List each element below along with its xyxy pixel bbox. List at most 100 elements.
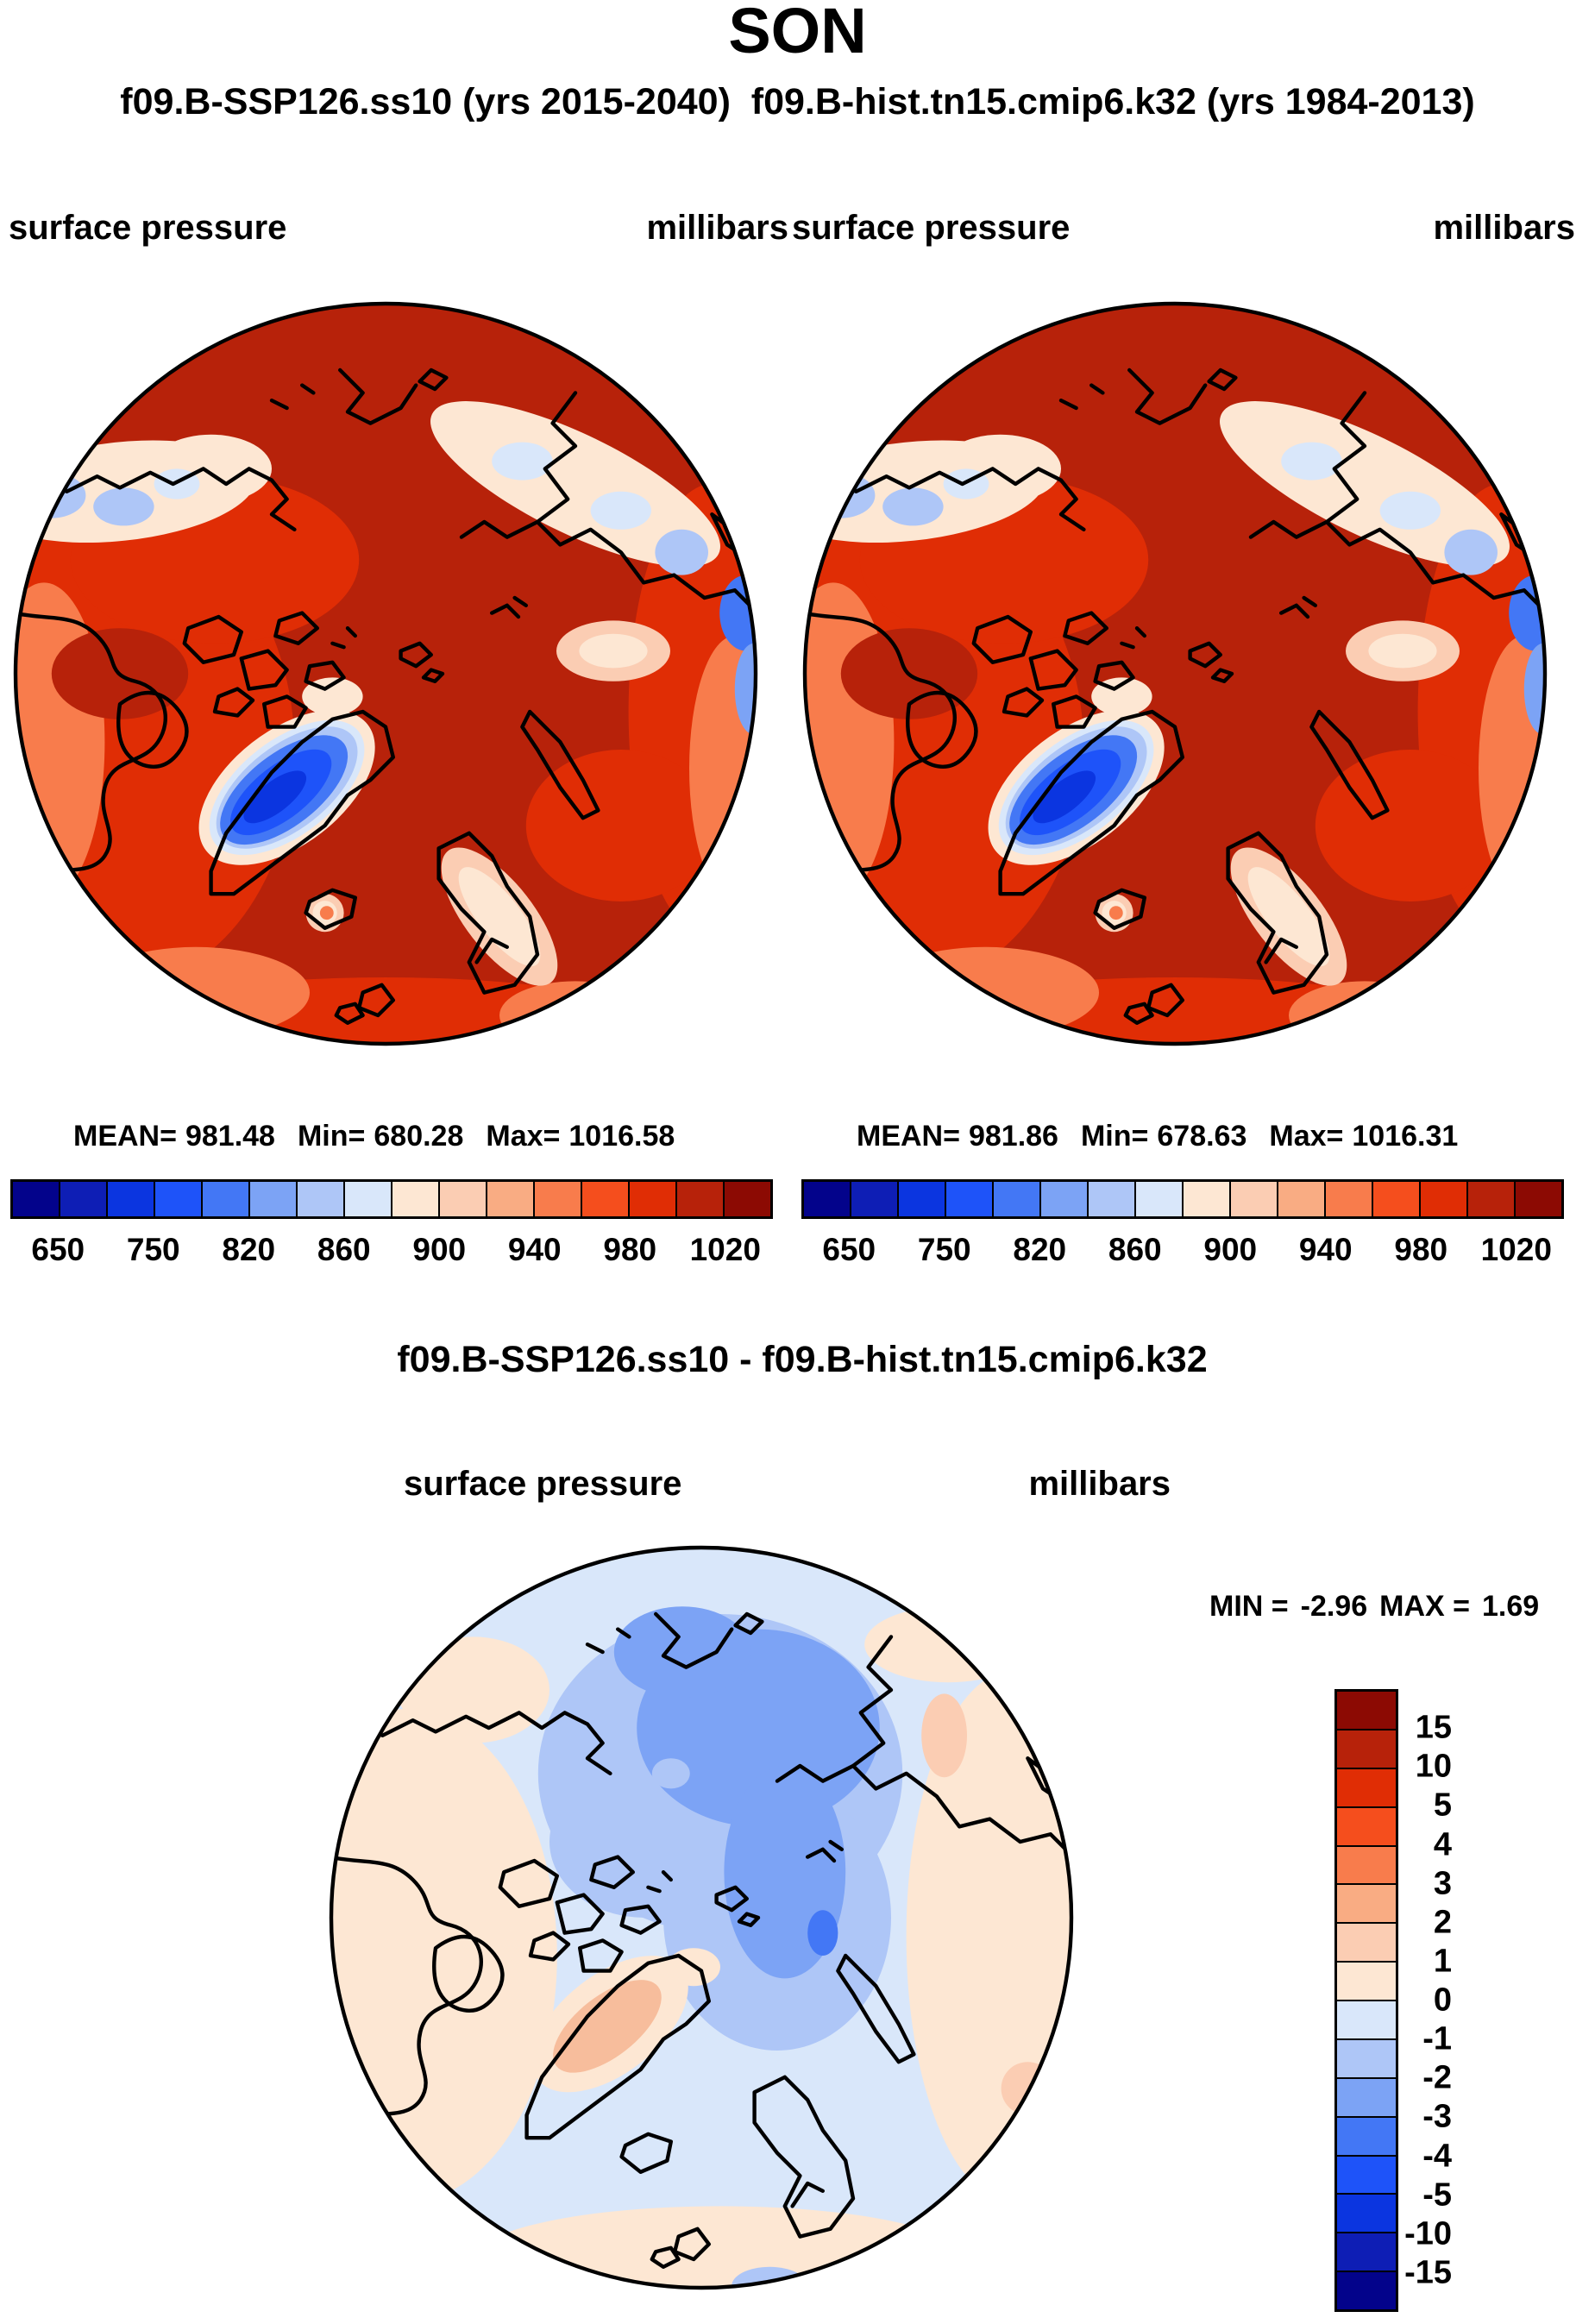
colorbar-tick-label: 10 bbox=[1415, 1748, 1452, 1785]
colorbar-tick-label: -5 bbox=[1422, 2176, 1452, 2214]
colorbar-tick-label: 940 bbox=[1298, 1232, 1353, 1267]
difference-colorbar-ticks: 15 10 5 4 3 2 1 0 -1 -2 -3 -4 -5 -10 -15 bbox=[1340, 1689, 1452, 2312]
colorbar-cell bbox=[1278, 1182, 1324, 1216]
colorbar-cell bbox=[1337, 1846, 1396, 1884]
stats-right: MEAN= 981.86 Min= 678.63 Max= 1016.31 bbox=[857, 1120, 1458, 1153]
colorbar-cell bbox=[1337, 2078, 1396, 2116]
min-label: Min= bbox=[297, 1120, 366, 1153]
colorbar-left bbox=[10, 1179, 773, 1219]
pressure-map-left bbox=[6, 294, 765, 1053]
colorbar-tick-label: 980 bbox=[1394, 1232, 1448, 1267]
max-label: Max= bbox=[486, 1120, 561, 1153]
difference-title: f09.B-SSP126.ss10 - f09.B-hist.tn15.cmip… bbox=[397, 1339, 1208, 1380]
colorbar-cell bbox=[13, 1182, 59, 1216]
colorbar-cell bbox=[994, 1182, 1039, 1216]
colorbar-cell bbox=[1326, 1182, 1372, 1216]
colorbar-tick-label: -2 bbox=[1422, 2059, 1452, 2096]
colorbar-cell bbox=[1337, 1768, 1396, 1806]
colorbar-cell bbox=[1337, 2233, 1396, 2271]
mean-label: MEAN= bbox=[73, 1120, 177, 1153]
max-label: Max= bbox=[1269, 1120, 1344, 1153]
colorbar-cell bbox=[804, 1182, 850, 1216]
difference-colorbar bbox=[1334, 1689, 1398, 2312]
colorbar-cell bbox=[1337, 1885, 1396, 1923]
field-label-left: surface pressure bbox=[9, 209, 287, 247]
diff-max-label: MAX = bbox=[1379, 1590, 1470, 1623]
colorbar-cell bbox=[1337, 1730, 1396, 1768]
difference-map bbox=[322, 1538, 1081, 2297]
colorbar-cell bbox=[1337, 2272, 1396, 2309]
left-panel-labels: surface pressure millibars bbox=[9, 209, 788, 248]
colorbar-cell bbox=[677, 1182, 723, 1216]
colorbar-tick-label: 1 bbox=[1433, 1943, 1452, 1980]
right-panel-labels: surface pressure millibars bbox=[792, 209, 1575, 248]
colorbar-right bbox=[801, 1179, 1564, 1219]
colorbar-cell bbox=[1337, 1924, 1396, 1962]
colorbar-cell bbox=[345, 1182, 391, 1216]
difference-panel-labels: surface pressure millibars bbox=[404, 1465, 1171, 1504]
colorbar-tick-label: 900 bbox=[1203, 1232, 1258, 1267]
colorbar-cell bbox=[487, 1182, 533, 1216]
mean-value: 981.86 bbox=[968, 1120, 1058, 1153]
colorbar-cell bbox=[630, 1182, 675, 1216]
min-label: Min= bbox=[1080, 1120, 1149, 1153]
colorbar-cell bbox=[250, 1182, 296, 1216]
colorbar-cell bbox=[1136, 1182, 1182, 1216]
colorbar-tick-label: 2 bbox=[1433, 1904, 1452, 1941]
colorbar-cell bbox=[851, 1182, 897, 1216]
colorbar-cell bbox=[1337, 1807, 1396, 1845]
pressure-map-right bbox=[795, 294, 1554, 1053]
field-label-diff: surface pressure bbox=[404, 1465, 682, 1503]
diff-max-value: 1.69 bbox=[1481, 1590, 1540, 1623]
colorbar-cell bbox=[1041, 1182, 1087, 1216]
colorbar-cell bbox=[1337, 1963, 1396, 2000]
colorbar-tick-label: 900 bbox=[412, 1232, 467, 1267]
colorbar-cell bbox=[1468, 1182, 1514, 1216]
colorbar-cell bbox=[725, 1182, 770, 1216]
colorbar-cell bbox=[1337, 2001, 1396, 2038]
colorbar-tick-label: 860 bbox=[1108, 1232, 1162, 1267]
page-title: SON bbox=[728, 0, 867, 66]
colorbar-tick-label: 0 bbox=[1433, 1982, 1452, 2019]
colorbar-cell bbox=[582, 1182, 628, 1216]
diff-min-label: MIN = bbox=[1209, 1590, 1289, 1623]
colorbar-cell bbox=[899, 1182, 945, 1216]
colorbar-tick-label: 980 bbox=[603, 1232, 657, 1267]
colorbar-tick-label: 650 bbox=[31, 1232, 85, 1267]
colorbar-cell bbox=[1337, 2039, 1396, 2077]
colorbar-cell bbox=[203, 1182, 248, 1216]
colorbar-cell bbox=[60, 1182, 106, 1216]
colorbar-tick-label: 1020 bbox=[689, 1232, 761, 1267]
colorbar-tick-label: 3 bbox=[1433, 1865, 1452, 1902]
colorbar-cell bbox=[1421, 1182, 1466, 1216]
diff-min-value: -2.96 bbox=[1300, 1590, 1368, 1623]
colorbar-cell bbox=[1337, 2195, 1396, 2233]
colorbar-tick-label: 15 bbox=[1415, 1709, 1452, 1746]
colorbar-cell bbox=[1337, 2117, 1396, 2155]
colorbar-cell bbox=[392, 1182, 438, 1216]
colorbar-cell bbox=[1337, 1692, 1396, 1729]
colorbar-cell bbox=[946, 1182, 992, 1216]
colorbar-cell bbox=[1516, 1182, 1561, 1216]
colorbar-ticks-left: 650 750 820 860 900 940 980 1020 bbox=[10, 1232, 773, 1268]
colorbar-cell bbox=[1373, 1182, 1419, 1216]
stats-left: MEAN= 981.48 Min= 680.28 Max= 1016.58 bbox=[73, 1120, 675, 1153]
max-value: 1016.58 bbox=[568, 1120, 675, 1153]
min-value: 678.63 bbox=[1157, 1120, 1247, 1153]
case-subtitle: f09.B-SSP126.ss10 (yrs 2015-2040) f09.B-… bbox=[120, 81, 1475, 122]
colorbar-tick-label: -4 bbox=[1422, 2138, 1452, 2174]
colorbar-tick-label: 1020 bbox=[1480, 1232, 1552, 1267]
colorbar-tick-label: 5 bbox=[1433, 1787, 1452, 1824]
colorbar-tick-label: 4 bbox=[1433, 1826, 1452, 1862]
colorbar-cell bbox=[155, 1182, 201, 1216]
colorbar-cell bbox=[535, 1182, 581, 1216]
mean-value: 981.48 bbox=[185, 1120, 275, 1153]
colorbar-tick-label: 820 bbox=[1013, 1232, 1067, 1267]
field-label-right: surface pressure bbox=[792, 209, 1071, 247]
colorbar-cell bbox=[108, 1182, 154, 1216]
colorbar-tick-label: 940 bbox=[507, 1232, 562, 1267]
colorbar-tick-label: 650 bbox=[822, 1232, 876, 1267]
colorbar-cell bbox=[1231, 1182, 1277, 1216]
units-label-diff: millibars bbox=[1028, 1465, 1171, 1503]
